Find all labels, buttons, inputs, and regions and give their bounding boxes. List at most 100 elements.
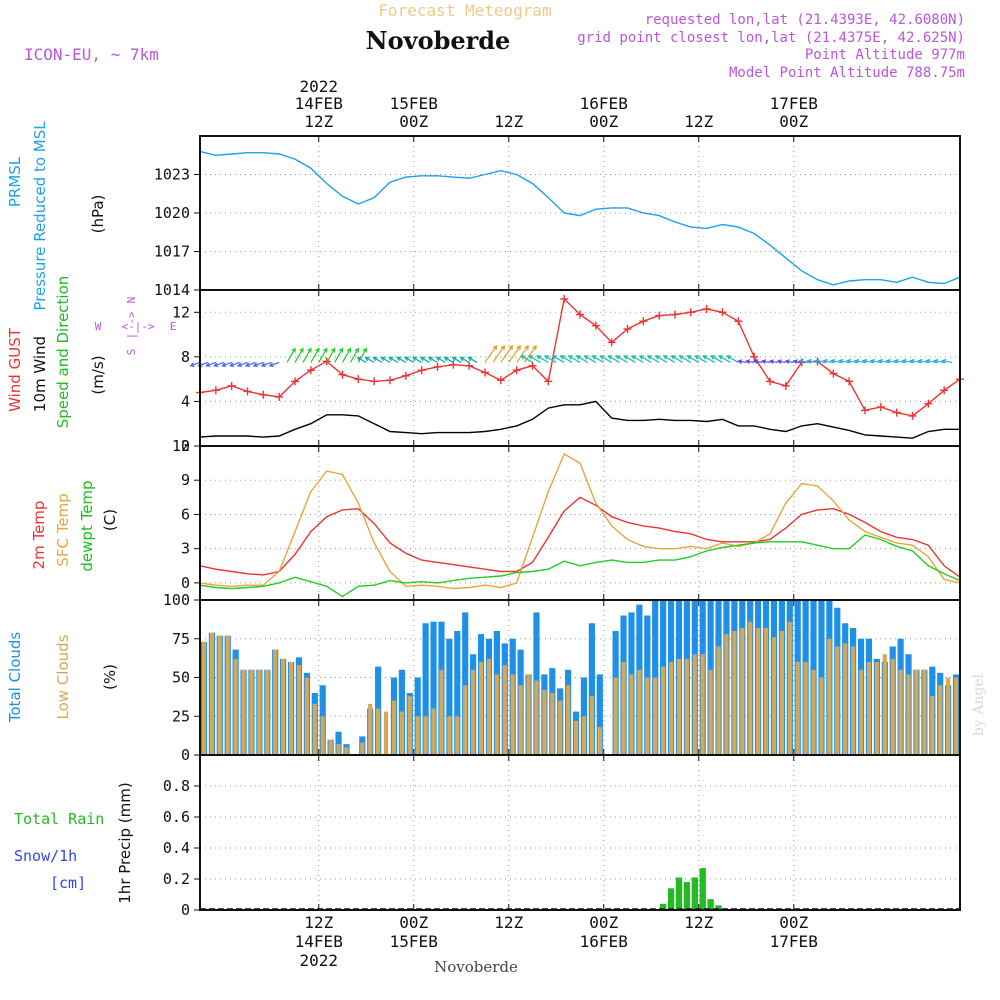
label-10m-wind: 10m Wind bbox=[31, 336, 49, 412]
low-cloud-bar bbox=[914, 669, 919, 755]
wind-arrow-shaft bbox=[373, 356, 383, 363]
wind-arrow-head bbox=[236, 362, 243, 368]
wind-arrow bbox=[623, 355, 636, 363]
wind-arrow-shaft bbox=[823, 360, 834, 364]
wind-arrow bbox=[326, 347, 336, 363]
wind-arrow bbox=[838, 358, 850, 364]
wind-arrow-head bbox=[543, 355, 550, 360]
compass-we-arrows: <-|-> bbox=[121, 320, 154, 333]
wind-arrow bbox=[784, 359, 794, 365]
y-tick-label: 0 bbox=[181, 437, 190, 455]
wind-arrow bbox=[302, 347, 312, 363]
wind-arrow-head bbox=[459, 356, 465, 362]
wind-arrow bbox=[189, 361, 201, 368]
panel-3: 0 3 6 9 12 bbox=[172, 437, 961, 601]
wind-arrow bbox=[236, 361, 248, 368]
wind-arrow-head bbox=[362, 347, 367, 353]
gust-marker bbox=[433, 362, 442, 371]
gust-marker bbox=[686, 308, 695, 317]
low-cloud-bar bbox=[304, 677, 309, 755]
low-cloud-bar bbox=[843, 643, 848, 755]
low-cloud-bar bbox=[645, 677, 650, 755]
wind-arrow-shaft bbox=[552, 355, 565, 363]
gust-marker bbox=[845, 377, 854, 386]
low-cloud-bar bbox=[542, 689, 547, 755]
wind-arrow-shaft bbox=[886, 360, 897, 364]
gust-marker bbox=[876, 403, 885, 411]
wind-arrow bbox=[861, 358, 874, 364]
wind-arrow-head bbox=[532, 345, 537, 351]
wind-arrow bbox=[567, 355, 581, 363]
total-cloud-bar bbox=[335, 731, 342, 755]
wind-arrow-head bbox=[776, 359, 782, 365]
y-tick-label: 3 bbox=[181, 540, 190, 558]
low-cloud-bar bbox=[637, 669, 642, 755]
wind-arrow-shaft bbox=[381, 356, 391, 363]
y-tick-label: 4 bbox=[181, 392, 190, 410]
wind-arrow-shaft bbox=[468, 356, 478, 363]
wind-arrow bbox=[500, 345, 514, 363]
wind-arrow bbox=[768, 359, 779, 365]
low-cloud-bar bbox=[534, 680, 539, 755]
wind-arrow-head bbox=[221, 362, 227, 368]
compass-rose: N -> | S W <-|-> E bbox=[95, 297, 177, 356]
wind-arrow bbox=[372, 356, 383, 363]
wind-arrow bbox=[630, 355, 644, 363]
wind-arrow-shaft bbox=[815, 360, 826, 364]
label-2m-temp: 2m Temp bbox=[30, 501, 48, 570]
low-cloud-bar bbox=[858, 669, 864, 755]
low-cloud-bar bbox=[312, 703, 317, 755]
wind-arrow bbox=[364, 356, 375, 363]
bottom-axis-date: 15FEB bbox=[390, 932, 438, 951]
wind-arrow-head bbox=[551, 355, 557, 360]
wind-arrow bbox=[380, 356, 391, 363]
wind-arrow-shaft bbox=[357, 356, 367, 363]
plot-area: 101410171020102304812036912025507510000.… bbox=[154, 77, 964, 970]
wind-arrow-head bbox=[404, 356, 410, 362]
y-tick-label: 0.8 bbox=[163, 777, 190, 795]
wind-arrow-head bbox=[268, 362, 274, 368]
wind-arrow bbox=[396, 356, 407, 363]
wind-arrow-shaft bbox=[631, 355, 644, 363]
wind-arrow-head bbox=[925, 358, 931, 364]
wind-arrow-shaft bbox=[608, 355, 620, 363]
wind-arrow-head bbox=[520, 355, 526, 360]
low-cloud-bar bbox=[573, 720, 579, 755]
top-axis-date: 14FEB bbox=[295, 94, 343, 113]
gust-marker bbox=[560, 294, 569, 303]
gust-marker bbox=[512, 366, 521, 375]
wind-arrow-shaft bbox=[190, 361, 201, 367]
wind-arrow bbox=[752, 359, 763, 365]
wind-arrow-head bbox=[323, 347, 328, 353]
low-cloud-bar bbox=[748, 621, 753, 755]
wind-arrow-head bbox=[615, 355, 621, 360]
low-cloud-bar bbox=[700, 654, 705, 755]
wind-arrow-shaft bbox=[436, 356, 446, 363]
wind-arrow bbox=[599, 355, 612, 363]
wind-arrow-head bbox=[623, 355, 629, 360]
low-cloud-bar bbox=[930, 696, 935, 755]
wind-arrow bbox=[710, 355, 723, 363]
wind-arrow-head bbox=[901, 358, 907, 364]
wind-arrow-shaft bbox=[831, 360, 842, 364]
wind-arrow-shaft bbox=[600, 355, 612, 363]
total-cloud-bar bbox=[454, 631, 461, 755]
wind-arrow-shaft bbox=[428, 356, 438, 363]
wind-arrow bbox=[798, 358, 810, 364]
low-cloud-bar bbox=[407, 696, 412, 755]
wind-arrow-head bbox=[861, 358, 868, 364]
low-cloud-bar bbox=[415, 716, 420, 755]
top-axis-hour: 00Z bbox=[399, 112, 428, 131]
rain-bar bbox=[675, 877, 683, 910]
wind-arrow-shaft bbox=[687, 355, 700, 363]
low-cloud-bar bbox=[692, 654, 697, 755]
wind-arrow-shaft bbox=[710, 355, 723, 363]
wind-arrow bbox=[737, 359, 747, 365]
wind-arrow-shaft bbox=[516, 345, 529, 363]
wind-arrow-shaft bbox=[388, 356, 399, 363]
wind-arrow-head bbox=[646, 355, 652, 360]
wind-arrow-shaft bbox=[492, 345, 505, 363]
gust-marker bbox=[528, 361, 537, 370]
low-cloud-bar bbox=[621, 662, 626, 755]
